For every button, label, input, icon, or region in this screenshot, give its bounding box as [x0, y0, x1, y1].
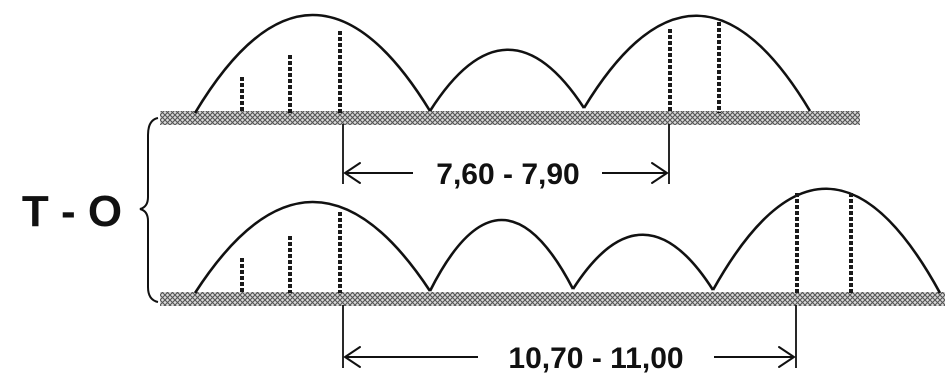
- group-brace: T - O: [22, 117, 159, 303]
- top-arrow-left-head: [343, 162, 361, 184]
- bottom-span-label: 10,70 - 11,00: [508, 342, 683, 375]
- top-arch-1: [193, 13, 432, 114]
- group-label: T - O: [22, 187, 122, 236]
- bottom-arch-4: [711, 187, 942, 294]
- curly-brace: [139, 117, 159, 303]
- bottom-arch-3: [571, 233, 715, 291]
- top-arch-2: [428, 48, 586, 112]
- bottom-arch-2: [428, 218, 575, 292]
- bottom-row: 10,70 - 11,00: [160, 187, 945, 375]
- bottom-arch-1: [193, 200, 432, 294]
- bottom-arrow-right-head: [778, 346, 796, 368]
- top-ground-strip: [160, 111, 860, 125]
- bottom-arrow-left-head: [343, 346, 361, 368]
- top-arch-3: [582, 14, 812, 112]
- bottom-ground-strip: [160, 292, 945, 306]
- top-arrow-right-head: [651, 162, 669, 184]
- top-span-label: 7,60 - 7,90: [436, 158, 579, 191]
- top-row: 7,60 - 7,90: [160, 13, 860, 191]
